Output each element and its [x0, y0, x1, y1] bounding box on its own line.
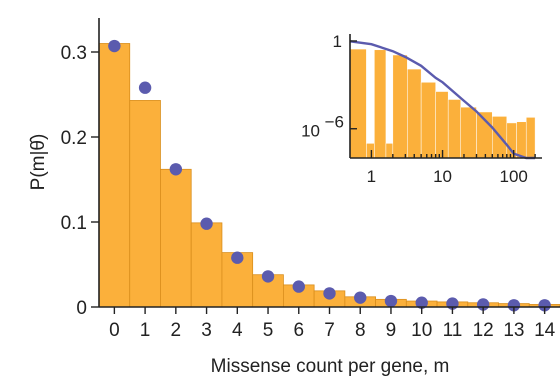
inset-y-tick-label-1: 1	[333, 32, 342, 51]
inset-x-ticks: 1 10 100	[367, 150, 536, 186]
y-tick-label: 0.1	[61, 213, 87, 234]
inset-bar-4	[392, 54, 408, 159]
point-m-8	[354, 291, 367, 304]
y-tick-label: 0.3	[61, 43, 87, 64]
x-tick-label: 11	[443, 320, 463, 341]
x-tick-label: 7	[324, 320, 335, 341]
inset-bar-8	[447, 99, 461, 159]
inset-chart: 1 10 100 1 10 −6	[301, 32, 542, 186]
bar-m-3	[190, 222, 223, 308]
inset-y-tick-label-exponent: −6	[325, 113, 344, 132]
inset-bar-5	[407, 68, 422, 159]
bar-m-1	[129, 100, 161, 308]
x-tick-label: 6	[293, 320, 304, 341]
x-tick-label: 5	[263, 320, 274, 341]
x-tick-label: 1	[140, 320, 151, 341]
inset-bar-7	[435, 91, 449, 159]
main-points	[108, 39, 551, 312]
inset-y-tick-label-base: 10	[301, 122, 320, 141]
main-chart: 00.10.20.3 0 1 2 3 4 5 6 7 8 9 10 11 12 13 14 Missense…	[28, 18, 560, 376]
point-m-10	[415, 296, 428, 309]
x-tick-label: 8	[355, 320, 366, 341]
point-m-9	[384, 294, 398, 308]
x-tick-label: 10	[411, 320, 432, 341]
x-tick-label: 13	[503, 320, 524, 341]
x-tick-label: 3	[201, 320, 212, 341]
inset-y-ticks: 1 10 −6	[301, 32, 357, 141]
inset-x-tick-label: 10	[433, 167, 452, 186]
point-m-5	[261, 270, 275, 283]
point-m-7	[323, 287, 336, 300]
main-y-ticks: 0 0.1 0.2 0.3	[61, 43, 99, 319]
inset-bar-0	[349, 48, 367, 159]
inset-bar-13	[516, 121, 527, 159]
point-m-6	[292, 280, 305, 293]
main-y-axis-title: P(m|θ̂)	[28, 134, 49, 191]
point-m-0	[108, 39, 121, 53]
inset-fit-line	[349, 40, 536, 160]
inset-bar-1	[366, 143, 375, 159]
point-m-1	[138, 81, 152, 94]
x-tick-label: 14	[534, 320, 556, 341]
inset-x-tick-label: 100	[500, 167, 528, 186]
main-x-ticks: 0 1 2 3 4 5 6 7 8 9 10 11 12 13 14	[109, 307, 556, 341]
x-tick-label: 9	[386, 320, 397, 341]
x-tick-label: 4	[232, 320, 243, 341]
x-tick-label: 12	[473, 320, 494, 341]
inset-bar-14	[525, 117, 536, 159]
x-tick-label: 2	[171, 320, 182, 341]
y-tick-label: 0	[76, 298, 87, 319]
inset-bar-9	[460, 106, 477, 159]
point-m-3	[200, 217, 213, 230]
main-x-axis-title: Missense count per gene, m	[211, 356, 450, 376]
inset-x-tick-label: 1	[367, 167, 376, 186]
point-m-13	[507, 299, 521, 312]
bar-m-0	[98, 43, 131, 308]
point-m-4	[231, 251, 244, 264]
inset-bar-2	[374, 49, 387, 159]
inset-bar-3	[385, 143, 394, 159]
inset-bar-6	[420, 82, 436, 159]
x-tick-label: 0	[109, 320, 120, 341]
point-m-2	[169, 163, 183, 176]
y-tick-label: 0.2	[61, 128, 87, 149]
point-m-14	[538, 299, 551, 312]
bar-m-2	[160, 168, 192, 308]
